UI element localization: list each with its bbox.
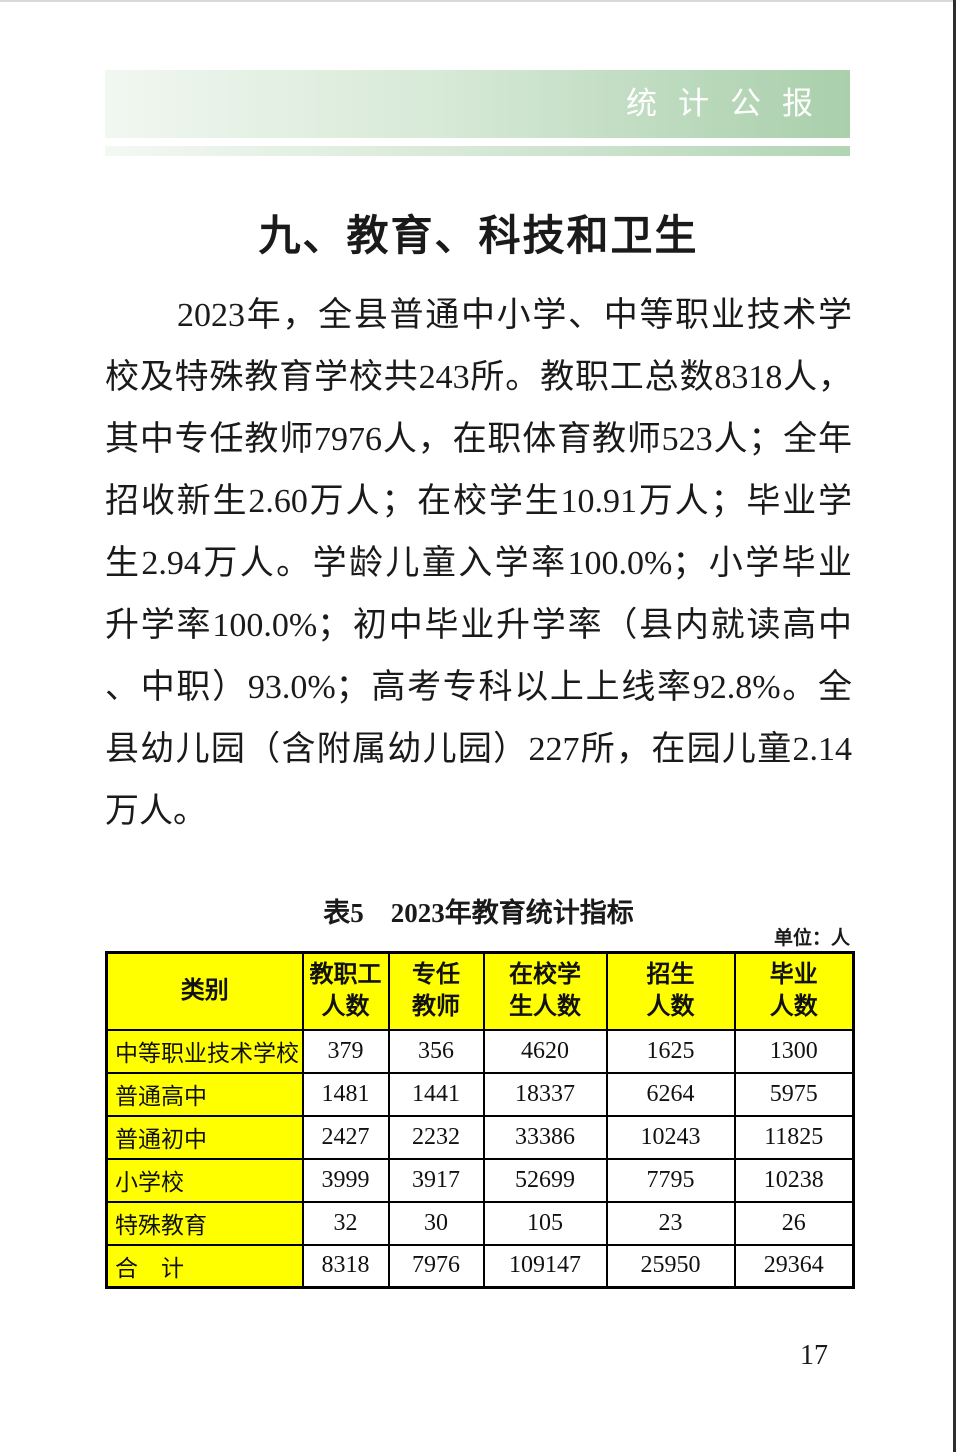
row-label: 普通高中 (105, 1071, 304, 1117)
col-header-graduates: 毕业 人数 (733, 951, 855, 1031)
col-header-staff: 教职工 人数 (301, 951, 390, 1031)
article-body: 2023年，全县普通中小学、中等职业技术学 校及特殊教育学校共243所。教职工总… (105, 285, 852, 843)
cell-value: 18337 (482, 1071, 608, 1117)
cell-value: 25950 (605, 1243, 736, 1289)
section-title: 九、教育、科技和卫生 (258, 214, 699, 260)
education-stats-table: 类别 教职工 人数 专任 教师 在校学 生人数 招生 人数 毕业 人数 中等职业… (105, 951, 855, 1289)
cell-value: 109147 (482, 1243, 608, 1289)
table-row: 普通初中 2427 2232 33386 10243 11825 (105, 1114, 855, 1160)
table-row: 中等职业技术学校 379 356 4620 1625 1300 (105, 1028, 855, 1074)
col-header-category: 类别 (105, 951, 304, 1031)
page-right-edge-line (953, 0, 956, 1452)
col-header-enrolled-students: 在校学 生人数 (482, 951, 608, 1031)
col-header-fulltime-teachers: 专任 教师 (387, 951, 485, 1031)
cell-value: 3917 (387, 1157, 485, 1203)
cell-value: 7976 (387, 1243, 485, 1289)
cell-value: 33386 (482, 1114, 608, 1160)
table-unit-label: 单位：人 (773, 928, 850, 949)
table-title: 表5 2023年教育统计指标 (323, 898, 634, 928)
cell-value: 8318 (301, 1243, 390, 1289)
cell-value: 23 (605, 1200, 736, 1246)
cell-value: 10238 (733, 1157, 855, 1203)
cell-value: 4620 (482, 1028, 608, 1074)
article-line: 万人。 (105, 793, 207, 830)
cell-value: 1481 (301, 1071, 390, 1117)
cell-value: 356 (387, 1028, 485, 1074)
cell-value: 2232 (387, 1114, 485, 1160)
cell-value: 32 (301, 1200, 390, 1246)
table-row: 特殊教育 32 30 105 23 26 (105, 1200, 855, 1246)
row-label: 合 计 (105, 1243, 304, 1289)
cell-value: 1625 (605, 1028, 736, 1074)
cell-value: 1300 (733, 1028, 855, 1074)
cell-value: 5975 (733, 1071, 855, 1117)
article-line: 2023年，全县普通中小学、中等职业技术学 (177, 297, 852, 334)
article-line: 校及特殊教育学校共243所。教职工总数8318人， (105, 359, 852, 396)
cell-value: 7795 (605, 1157, 736, 1203)
cell-value: 10243 (605, 1114, 736, 1160)
cell-value: 11825 (733, 1114, 855, 1160)
article-line: 、中职）93.0%；高考专科以上上线率92.8%。全 (105, 669, 852, 706)
banner-title: 统计公报 (626, 86, 834, 121)
header-banner: 统计公报 (105, 70, 850, 138)
table-header-row: 类别 教职工 人数 专任 教师 在校学 生人数 招生 人数 毕业 人数 (105, 951, 855, 1031)
cell-value: 105 (482, 1200, 608, 1246)
row-label: 小学校 (105, 1157, 304, 1203)
cell-value: 52699 (482, 1157, 608, 1203)
cell-value: 30 (387, 1200, 485, 1246)
page-top-edge-line (0, 0, 956, 2)
cell-value: 6264 (605, 1071, 736, 1117)
article-line: 生2.94万人。学龄儿童入学率100.0%；小学毕业 (105, 545, 852, 582)
header-banner-strip (105, 146, 850, 156)
row-label: 中等职业技术学校 (105, 1028, 304, 1074)
table-row: 普通高中 1481 1441 18337 6264 5975 (105, 1071, 855, 1117)
cell-value: 26 (733, 1200, 855, 1246)
article-line: 县幼儿园（含附属幼儿园）227所，在园儿童2.14 (105, 731, 852, 768)
cell-value: 1441 (387, 1071, 485, 1117)
cell-value: 2427 (301, 1114, 390, 1160)
cell-value: 29364 (733, 1243, 855, 1289)
cell-value: 379 (301, 1028, 390, 1074)
table-row-total: 合 计 8318 7976 109147 25950 29364 (105, 1243, 855, 1289)
cell-value: 3999 (301, 1157, 390, 1203)
article-line: 其中专任教师7976人，在职体育教师523人；全年 (105, 421, 852, 458)
article-line: 升学率100.0%；初中毕业升学率（县内就读高中 (105, 607, 852, 644)
row-label: 普通初中 (105, 1114, 304, 1160)
col-header-new-admissions: 招生 人数 (605, 951, 736, 1031)
row-label: 特殊教育 (105, 1200, 304, 1246)
table-row: 小学校 3999 3917 52699 7795 10238 (105, 1157, 855, 1203)
page-number: 17 (800, 1340, 828, 1371)
article-line: 招收新生2.60万人；在校学生10.91万人；毕业学 (105, 483, 852, 520)
